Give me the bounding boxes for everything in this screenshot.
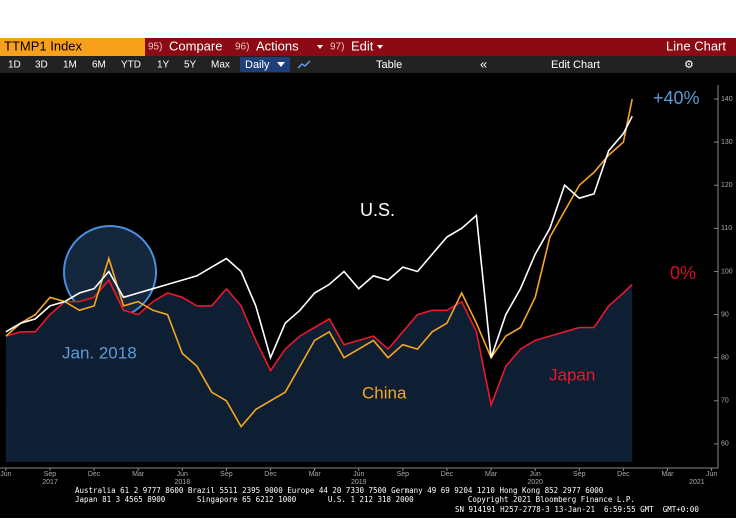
- range-button[interactable]: 3D: [35, 60, 48, 71]
- annotation: China: [362, 383, 407, 402]
- x-tick-label: Mar: [309, 471, 322, 478]
- footer-line: SN 914191 H257-2778-3 13-Jan-21 6:59:55 …: [455, 505, 699, 514]
- line: [5, 278, 633, 408]
- y-tick-label: 130: [721, 139, 733, 146]
- x-tick-label: Dec: [88, 471, 101, 478]
- x-year-label: 2020: [527, 479, 543, 486]
- settings-icon[interactable]: ⚙: [684, 59, 694, 71]
- menu-label[interactable]: Compare: [169, 38, 222, 53]
- x-tick-label: Sep: [397, 471, 410, 478]
- range-button[interactable]: 1Y: [157, 60, 170, 71]
- x-tick-label: Sep: [220, 471, 233, 478]
- line-icon[interactable]: [297, 60, 311, 69]
- area: [5, 280, 633, 462]
- frequency[interactable]: Daily: [245, 59, 270, 71]
- tool-bar: [0, 56, 736, 73]
- annotation: U.S.: [360, 200, 395, 220]
- x-year-label: 2017: [42, 479, 58, 486]
- line: [5, 98, 633, 428]
- range-button[interactable]: 6M: [92, 60, 106, 71]
- x-tick-label: Mar: [485, 471, 498, 478]
- x-tick-label: Mar: [132, 471, 145, 478]
- menu-arrow: [317, 45, 323, 49]
- y-tick-label: 140: [721, 96, 733, 103]
- annotation: Jan. 2018: [62, 343, 137, 362]
- collapse-icon[interactable]: «: [480, 56, 487, 71]
- x-tick-label: Jun: [353, 471, 364, 478]
- x-year-label: 2018: [175, 479, 191, 486]
- y-tick-label: 80: [721, 355, 729, 362]
- menu-number[interactable]: 96): [235, 42, 249, 53]
- annotation: +40%: [653, 88, 700, 108]
- menu-bar: [0, 38, 736, 56]
- range-button[interactable]: 5Y: [184, 60, 197, 71]
- menu-arrow: [377, 45, 383, 49]
- y-tick-label: 90: [721, 311, 729, 318]
- y-tick-label: 70: [721, 398, 729, 405]
- x-tick-label: Sep: [573, 471, 586, 478]
- y-tick-label: 100: [721, 268, 733, 275]
- ticker-box[interactable]: [0, 38, 145, 56]
- footer-line: Japan 81 3 4565 8900 Singapore 65 6212 1…: [75, 495, 635, 504]
- y-tick-label: 110: [721, 225, 732, 232]
- annotation: Japan: [549, 365, 595, 384]
- annotation: 0%: [670, 263, 696, 283]
- edit-chart[interactable]: Edit Chart: [551, 59, 600, 71]
- y-tick-label: 60: [721, 441, 729, 448]
- menu-number[interactable]: 97): [330, 42, 344, 53]
- x-tick-label: Dec: [617, 471, 630, 478]
- menu-number[interactable]: 95): [148, 42, 162, 53]
- x-year-label: 2019: [351, 479, 367, 486]
- menu-label[interactable]: Actions: [256, 38, 299, 53]
- range-button[interactable]: 1D: [8, 60, 21, 71]
- range-button[interactable]: YTD: [121, 60, 141, 71]
- x-tick-label: Dec: [441, 471, 454, 478]
- ticker[interactable]: TTMP1 Index: [4, 38, 83, 53]
- frequency-box[interactable]: [240, 57, 290, 72]
- menu-label[interactable]: Edit: [351, 38, 374, 53]
- view-label[interactable]: Line Chart: [666, 38, 726, 53]
- frequency-arrow: [277, 62, 285, 67]
- x-tick-label: Jun: [0, 471, 11, 478]
- x-tick-label: Jun: [706, 471, 717, 478]
- table-button[interactable]: Table: [376, 59, 402, 71]
- range-button[interactable]: 1M: [63, 60, 77, 71]
- x-tick-label: Sep: [44, 471, 57, 478]
- y-tick-label: 120: [721, 182, 733, 189]
- line: [5, 115, 633, 361]
- x-tick-label: Jun: [177, 471, 188, 478]
- range-button[interactable]: Max: [211, 60, 230, 71]
- footer-line: Australia 61 2 9777 8600 Brazil 5511 239…: [75, 486, 604, 495]
- x-tick-label: Jun: [530, 471, 541, 478]
- x-tick-label: Mar: [661, 471, 674, 478]
- x-year-label: 2021: [689, 479, 705, 486]
- x-tick-label: Dec: [264, 471, 277, 478]
